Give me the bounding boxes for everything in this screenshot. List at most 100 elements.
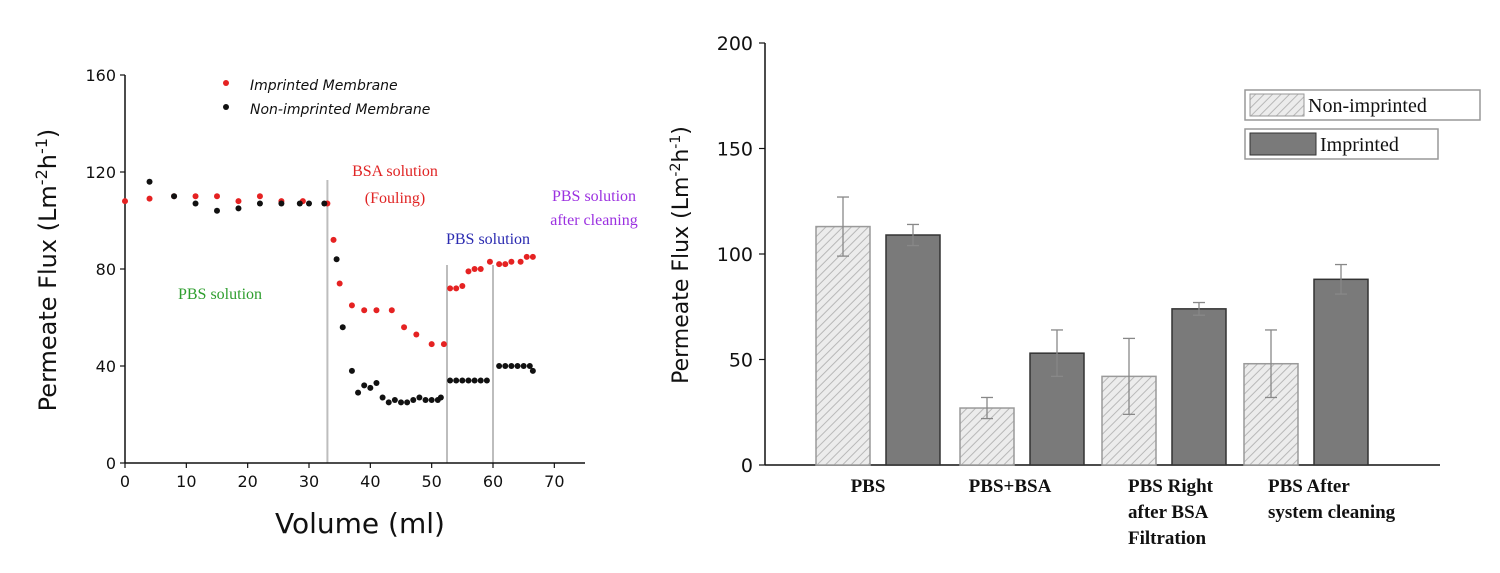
data-point-non-imprinted bbox=[192, 200, 199, 207]
bar-non-imprinted bbox=[1101, 375, 1157, 466]
data-point-non-imprinted bbox=[171, 193, 178, 200]
legend: Non-imprinted Imprinted bbox=[1244, 89, 1481, 160]
data-point-non-imprinted bbox=[514, 363, 521, 369]
y-axis-label: Permeate Flux (Lm-2h-1) bbox=[668, 126, 694, 384]
data-point-non-imprinted bbox=[404, 399, 411, 406]
data-point-imprinted bbox=[477, 266, 484, 272]
data-point-non-imprinted bbox=[437, 394, 444, 401]
x-category-label: PBS+BSA bbox=[969, 476, 1052, 497]
legend: Imprinted Membrane Non-imprinted Membran… bbox=[223, 78, 430, 118]
data-point-non-imprinted bbox=[410, 396, 417, 403]
data-point-non-imprinted bbox=[321, 200, 328, 207]
data-point-non-imprinted bbox=[391, 396, 398, 403]
data-point-imprinted bbox=[447, 285, 454, 292]
flux-vs-volume-chart: 0 10 20 30 40 50 60 70 0 40 80 120 160 Volume (ml) P… bbox=[32, 66, 638, 540]
data-point-imprinted bbox=[373, 307, 380, 314]
y-tick-label: 0 bbox=[106, 454, 116, 473]
y-tick-label: 160 bbox=[85, 66, 116, 85]
data-point-imprinted bbox=[256, 193, 263, 200]
data-point-imprinted bbox=[471, 266, 478, 272]
legend-swatch-hatched bbox=[1249, 93, 1305, 117]
legend-label-non-imprinted: Non-imprinted bbox=[1308, 95, 1427, 117]
annotation-pbs-solution-rinse: PBS solution bbox=[446, 231, 530, 248]
x-tick-label: 60 bbox=[483, 472, 503, 491]
x-tick-label: 30 bbox=[299, 472, 319, 491]
data-point-imprinted bbox=[413, 331, 420, 338]
x-tick-label: 0 bbox=[120, 472, 130, 491]
data-point-non-imprinted bbox=[278, 200, 285, 207]
data-point-non-imprinted bbox=[385, 399, 392, 406]
y-tick-label: 0 bbox=[741, 455, 753, 477]
data-point-non-imprinted bbox=[520, 363, 527, 369]
data-point-non-imprinted bbox=[398, 399, 404, 406]
data-point-imprinted bbox=[146, 195, 153, 202]
annotation-bsa-solution: BSA solution bbox=[352, 163, 438, 180]
data-point-non-imprinted bbox=[483, 377, 490, 384]
legend-label-imprinted: Imprinted bbox=[1320, 134, 1399, 156]
data-point-imprinted bbox=[348, 302, 355, 309]
data-point-non-imprinted bbox=[355, 389, 362, 396]
x-tick-label: 70 bbox=[544, 472, 564, 491]
data-point-non-imprinted bbox=[526, 363, 533, 369]
data-point-imprinted bbox=[529, 253, 536, 260]
data-point-imprinted bbox=[330, 236, 337, 243]
data-point-imprinted bbox=[453, 285, 460, 292]
x-category-label: PBS bbox=[851, 476, 886, 497]
data-point-imprinted bbox=[517, 258, 524, 265]
legend-marker-imprinted bbox=[223, 80, 229, 86]
data-point-imprinted bbox=[523, 253, 530, 260]
data-point-non-imprinted bbox=[146, 178, 153, 185]
x-tick-label: 40 bbox=[360, 472, 380, 491]
data-point-non-imprinted bbox=[296, 200, 303, 207]
x-category-label: PBS After system cleaning bbox=[1268, 476, 1396, 523]
data-point-imprinted bbox=[502, 261, 509, 268]
data-point-non-imprinted bbox=[348, 367, 355, 374]
data-point-non-imprinted bbox=[502, 363, 509, 369]
data-point-non-imprinted bbox=[373, 379, 380, 386]
data-point-imprinted bbox=[440, 341, 447, 348]
legend-swatch-solid bbox=[1249, 132, 1317, 156]
legend-label-non-imprinted: Non-imprinted Membrane bbox=[250, 102, 430, 118]
data-point-non-imprinted bbox=[459, 377, 466, 384]
data-point-non-imprinted bbox=[214, 207, 220, 214]
data-point-non-imprinted bbox=[361, 382, 368, 389]
annotation-pbs-solution: PBS solution bbox=[178, 286, 262, 303]
annotation-fouling: (Fouling) bbox=[365, 190, 425, 207]
data-point-non-imprinted bbox=[379, 394, 386, 401]
bar-non-imprinted bbox=[815, 225, 871, 466]
y-tick-label: 80 bbox=[96, 260, 116, 279]
data-point-non-imprinted bbox=[496, 363, 503, 369]
y-tick-label: 150 bbox=[717, 139, 753, 161]
annotation-after-cleaning: after cleaning bbox=[550, 212, 638, 229]
data-point-non-imprinted bbox=[508, 363, 515, 369]
data-point-imprinted bbox=[214, 193, 220, 200]
y-tick-label: 120 bbox=[85, 163, 116, 182]
data-point-imprinted bbox=[459, 282, 466, 289]
data-point-imprinted bbox=[361, 307, 368, 314]
data-point-imprinted bbox=[336, 280, 343, 287]
data-point-non-imprinted bbox=[453, 377, 460, 384]
y-axis-label: Permeate Flux (Lm-2h-1) bbox=[32, 129, 63, 412]
data-point-non-imprinted bbox=[306, 200, 312, 207]
data-point-non-imprinted bbox=[416, 394, 423, 401]
bar-non-imprinted bbox=[959, 407, 1015, 466]
data-point-imprinted bbox=[388, 307, 395, 314]
data-point-non-imprinted bbox=[422, 396, 429, 403]
x-tick-label: 10 bbox=[176, 472, 196, 491]
data-point-imprinted bbox=[428, 341, 435, 348]
legend-item-imprinted: Imprinted bbox=[1244, 128, 1439, 160]
y-tick-label: 200 bbox=[717, 33, 753, 55]
annotation-pbs-after-cleaning: PBS solution bbox=[552, 188, 636, 205]
bar-imprinted bbox=[1171, 308, 1227, 466]
phase-annotations: PBS solution BSA solution (Fouling) PBS … bbox=[178, 163, 638, 303]
data-point-imprinted bbox=[486, 258, 493, 265]
legend-item-non-imprinted: Non-imprinted Membrane bbox=[223, 102, 430, 118]
y-tick-label: 50 bbox=[729, 350, 753, 372]
x-tick-label: 20 bbox=[237, 472, 257, 491]
y-tick-label: 100 bbox=[717, 244, 753, 266]
data-point-non-imprinted bbox=[339, 324, 346, 331]
data-point-non-imprinted bbox=[471, 377, 478, 384]
y-tick-label: 40 bbox=[96, 357, 116, 376]
bar-imprinted bbox=[1313, 278, 1369, 466]
